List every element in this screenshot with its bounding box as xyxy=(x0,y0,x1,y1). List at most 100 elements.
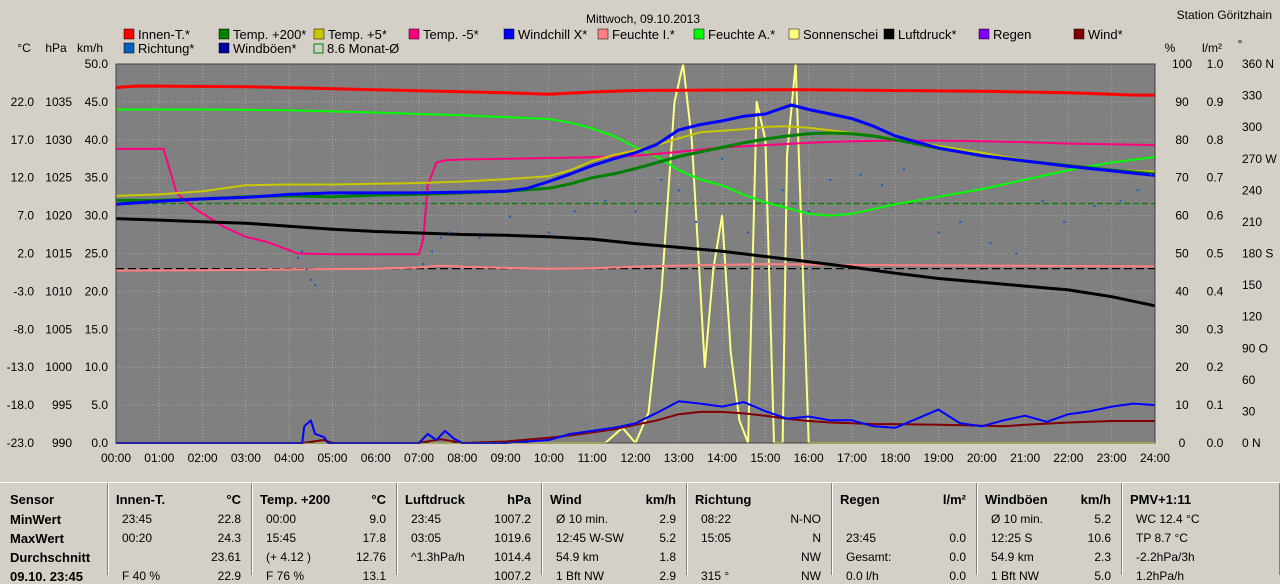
stats-cell-label: 12:45 W-SW xyxy=(556,531,624,545)
richtung-point xyxy=(747,231,750,234)
x-tick-label: 16:00 xyxy=(794,451,824,465)
richtung-point xyxy=(859,173,862,176)
legend-label: Luftdruck* xyxy=(898,27,957,42)
stats-cell-value: 1007.2 xyxy=(494,512,531,526)
legend-swatch xyxy=(597,28,609,40)
stats-cell-label: -2.2hPa/3h xyxy=(1136,550,1195,564)
pct-tick-label: 50 xyxy=(1175,247,1189,261)
weather-chart-svg: 00:00 01:00 02:00 03:00 04:00 05:00 06:00 07:00… xyxy=(7,8,1278,465)
stats-cell-label: 1 Bft NW xyxy=(991,569,1040,583)
legend-swatch xyxy=(123,28,135,40)
stats-cell-label: 23:45 xyxy=(846,531,877,545)
richtung-point xyxy=(989,241,992,244)
temp-tick-label: -18.0 xyxy=(7,398,35,412)
stats-cell-value: N xyxy=(812,531,821,545)
stats-column-2: Luftdruck hPa 23:45 1007.2 03:05 1019.6 ^1.3hP… xyxy=(397,483,542,583)
richtung-point xyxy=(478,236,481,239)
richtung-point xyxy=(660,178,663,181)
rain-tick-label: 0.7 xyxy=(1207,171,1224,185)
richtung-point xyxy=(902,168,905,171)
temp-tick-label: -23.0 xyxy=(7,436,35,450)
legend-swatch xyxy=(123,42,135,54)
stats-cell-value: 5.2 xyxy=(1094,512,1111,526)
stats-cell-label: 03:05 xyxy=(411,531,442,545)
stats-column-title: Innen-T. xyxy=(116,492,166,507)
richtung-point xyxy=(439,236,442,239)
x-tick-label: 11:00 xyxy=(578,451,607,465)
x-tick-label: 08:00 xyxy=(447,451,477,465)
temp-tick-label: 22.0 xyxy=(11,95,35,109)
dir-tick-label: 60 xyxy=(1242,373,1256,387)
rain-tick-label: 0.1 xyxy=(1207,398,1224,412)
richtung-point xyxy=(721,157,724,160)
kmh-tick-label: 10.0 xyxy=(85,360,109,374)
stats-column-title: Richtung xyxy=(695,492,752,507)
legend-swatch xyxy=(693,28,705,40)
richtung-point xyxy=(1015,252,1018,255)
stats-column-5: Regen l/m² 23:45 0.0 Gesamt: 0.0 0.0 l/h 0.0 xyxy=(832,483,977,583)
stats-cell-value: 10.6 xyxy=(1087,531,1111,545)
stats-column-3: Wind km/h Ø 10 min. 2.9 12:45 W-SW 5.2 54.9 km… xyxy=(542,483,687,583)
stats-cell-value: 13.1 xyxy=(362,569,386,583)
temp-tick-label: -8.0 xyxy=(13,322,34,336)
dir-tick-label: 300 xyxy=(1242,120,1262,134)
stats-cell-label: 23:45 xyxy=(411,512,442,526)
stats-cell-label: 54.9 km xyxy=(991,550,1034,564)
pct-axis-label: % xyxy=(1165,41,1176,55)
temp-axis-label: °C xyxy=(17,41,31,55)
stats-cell-value: 9.0 xyxy=(369,512,386,526)
hpa-tick-label: 990 xyxy=(52,436,72,450)
series-line-innen-t- xyxy=(115,84,1155,97)
stats-cell-label: Gesamt: xyxy=(846,550,892,564)
legend-label: Innen-T.* xyxy=(138,27,190,42)
station-name: Station Göritzhain xyxy=(1177,8,1272,22)
x-tick-label: 01:00 xyxy=(144,451,174,465)
x-tick-label: 13:00 xyxy=(664,451,694,465)
rain-tick-label: 0.2 xyxy=(1207,360,1224,374)
richtung-point xyxy=(881,184,884,187)
stats-column-unit: km/h xyxy=(1080,492,1111,507)
x-tick-label: 17:00 xyxy=(837,451,867,465)
dir-tick-label: 180 S xyxy=(1242,247,1273,261)
rain-axis-label: l/m² xyxy=(1202,41,1222,55)
stats-column-unit: km/h xyxy=(645,492,676,507)
stats-column-title: Regen xyxy=(840,492,880,507)
stats-cell-value: 22.9 xyxy=(217,569,241,583)
rain-tick-label: 0.5 xyxy=(1207,247,1224,261)
hpa-tick-label: 1030 xyxy=(45,133,72,147)
x-tick-label: 02:00 xyxy=(188,451,218,465)
richtung-point xyxy=(1149,173,1152,176)
legend-label: Richtung* xyxy=(138,41,194,56)
kmh-tick-label: 0.0 xyxy=(91,436,108,450)
richtung-point xyxy=(431,250,434,253)
stats-cell-label: TP 8.7 °C xyxy=(1136,531,1188,545)
richtung-point xyxy=(448,231,451,234)
stats-cell-value: 1007.2 xyxy=(494,569,531,583)
temp-tick-label: 2.0 xyxy=(17,247,34,261)
richtung-point xyxy=(1136,189,1139,192)
stats-cell-label: Ø 10 min. xyxy=(991,512,1044,526)
chart-title: Mittwoch, 09.10.2013 xyxy=(586,12,700,26)
dir-tick-label: 240 xyxy=(1242,183,1262,197)
series-line-windchill-x- xyxy=(115,103,1156,206)
stats-cell-label: 315 ° xyxy=(701,569,730,583)
stats-column-unit: °C xyxy=(371,492,386,507)
stats-cell-label: 00:20 xyxy=(122,531,153,545)
richtung-point xyxy=(1093,205,1096,208)
hpa-tick-label: 1025 xyxy=(45,171,72,185)
x-tick-label: 20:00 xyxy=(967,451,997,465)
stats-cell-value: 0.0 xyxy=(949,531,966,545)
stats-panel: Sensor MinWert MaxWert Durchschnitt 09.1… xyxy=(0,482,1280,584)
stats-cell-label: 00:00 xyxy=(266,512,297,526)
stats-cell-label: WC 12.4 °C xyxy=(1136,512,1200,526)
row-label-sensor: Sensor xyxy=(10,492,55,507)
stats-cell-value: 24.3 xyxy=(217,531,241,545)
richtung-point xyxy=(695,220,698,223)
legend-label: Regen xyxy=(993,27,1031,42)
legend-label: Windböen* xyxy=(233,41,297,56)
stats-cell-value: 1014.4 xyxy=(494,550,531,564)
stats-cell-label: 1 Bft NW xyxy=(556,569,605,583)
row-label-min: MinWert xyxy=(10,512,62,527)
stats-cell-label: 12:25 S xyxy=(991,531,1033,545)
x-tick-label: 06:00 xyxy=(361,451,391,465)
